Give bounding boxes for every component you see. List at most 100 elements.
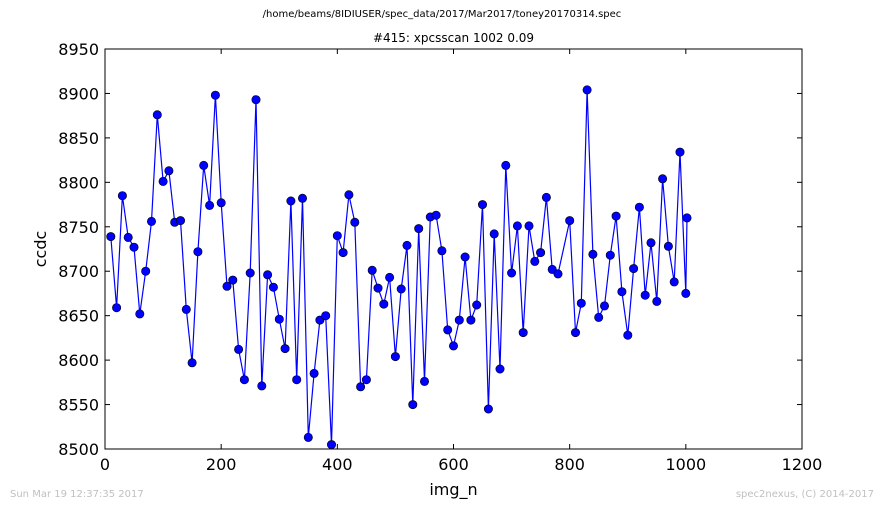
- data-marks: [106, 85, 692, 450]
- data-point: [524, 221, 534, 231]
- data-point: [222, 281, 232, 291]
- data-point: [570, 328, 580, 338]
- y-tick-label: 8950: [58, 40, 99, 59]
- data-point: [443, 325, 453, 335]
- data-point: [565, 216, 575, 226]
- data-point: [541, 192, 551, 202]
- data-point: [176, 216, 186, 226]
- data-point: [629, 264, 639, 274]
- x-tick-label: 600: [438, 455, 469, 474]
- data-point: [663, 241, 673, 251]
- data-point: [605, 250, 615, 260]
- data-point: [553, 269, 563, 279]
- data-point: [286, 196, 296, 206]
- data-point: [228, 275, 238, 285]
- data-point: [274, 314, 284, 324]
- data-point: [379, 299, 389, 309]
- data-point: [164, 166, 174, 176]
- data-point: [489, 229, 499, 239]
- data-point: [356, 382, 366, 392]
- data-point: [268, 282, 278, 292]
- data-point: [297, 193, 307, 203]
- data-point: [257, 381, 267, 391]
- data-point: [419, 376, 429, 386]
- data-point: [303, 432, 313, 442]
- data-point: [373, 283, 383, 293]
- y-tick-label: 8800: [58, 173, 99, 192]
- data-point: [239, 375, 249, 385]
- data-point: [216, 198, 226, 208]
- data-point: [193, 247, 203, 257]
- x-axis-label: img_n: [429, 480, 477, 500]
- plot-frame: [104, 48, 803, 450]
- data-point: [187, 358, 197, 368]
- data-point: [437, 246, 447, 256]
- data-point: [652, 296, 662, 306]
- data-point: [414, 224, 424, 234]
- data-point: [682, 213, 692, 223]
- data-point: [408, 400, 418, 410]
- data-point: [385, 272, 395, 282]
- y-tick-label: 8600: [58, 351, 99, 370]
- data-point: [454, 315, 464, 325]
- data-point: [623, 330, 633, 340]
- data-point: [129, 242, 139, 252]
- data-point: [234, 344, 244, 354]
- x-tick-label: 200: [206, 455, 237, 474]
- data-point: [263, 270, 273, 280]
- data-point: [158, 176, 168, 186]
- data-point: [599, 301, 609, 311]
- data-point: [350, 217, 360, 227]
- data-point: [501, 160, 511, 170]
- data-point: [448, 341, 458, 351]
- y-tick-label: 8750: [58, 218, 99, 237]
- data-point: [460, 252, 470, 262]
- data-point: [431, 210, 441, 220]
- data-point: [588, 249, 598, 259]
- data-point: [251, 95, 261, 105]
- data-point: [292, 375, 302, 385]
- data-point: [518, 328, 528, 338]
- data-point: [147, 216, 157, 226]
- y-tick-label: 8500: [58, 440, 99, 459]
- data-point: [617, 287, 627, 297]
- y-tick-label: 8650: [58, 307, 99, 326]
- data-point: [477, 200, 487, 210]
- axes: 0 200 400 600 800 1000 1200 8500 8550 8600 8650 870…: [58, 40, 822, 474]
- data-point: [344, 190, 354, 200]
- data-point: [135, 309, 145, 319]
- chart-title: #415: xpcsscan 1002 0.09: [373, 31, 534, 45]
- y-axis-label: ccdc: [31, 231, 50, 268]
- data-point: [280, 344, 290, 354]
- footer-credit: spec2nexus, (C) 2014-2017: [735, 489, 874, 500]
- data-point: [402, 240, 412, 250]
- data-point: [321, 311, 331, 321]
- data-point: [640, 290, 650, 300]
- x-tick-label: 1000: [665, 455, 706, 474]
- y-tick-label: 8550: [58, 396, 99, 415]
- data-point: [152, 110, 162, 120]
- data-point: [367, 265, 377, 275]
- footer-timestamp: Sun Mar 19 12:37:35 2017: [10, 489, 144, 500]
- data-point: [141, 266, 151, 276]
- data-point: [669, 277, 679, 287]
- data-point: [634, 202, 644, 212]
- data-point: [466, 315, 476, 325]
- y-tick-label: 8700: [58, 262, 99, 281]
- data-point: [582, 85, 592, 95]
- data-point: [106, 232, 116, 242]
- data-point: [576, 298, 586, 308]
- data-point: [245, 268, 255, 278]
- data-point: [530, 256, 540, 266]
- data-point: [483, 404, 493, 414]
- data-point: [658, 174, 668, 184]
- x-tick-label: 800: [554, 455, 585, 474]
- data-point: [512, 221, 522, 231]
- data-point: [210, 90, 220, 100]
- x-tick-label: 1200: [782, 455, 823, 474]
- data-point: [112, 303, 122, 313]
- y-tick-label: 8900: [58, 84, 99, 103]
- data-point: [611, 211, 621, 221]
- x-tick-label: 400: [322, 455, 353, 474]
